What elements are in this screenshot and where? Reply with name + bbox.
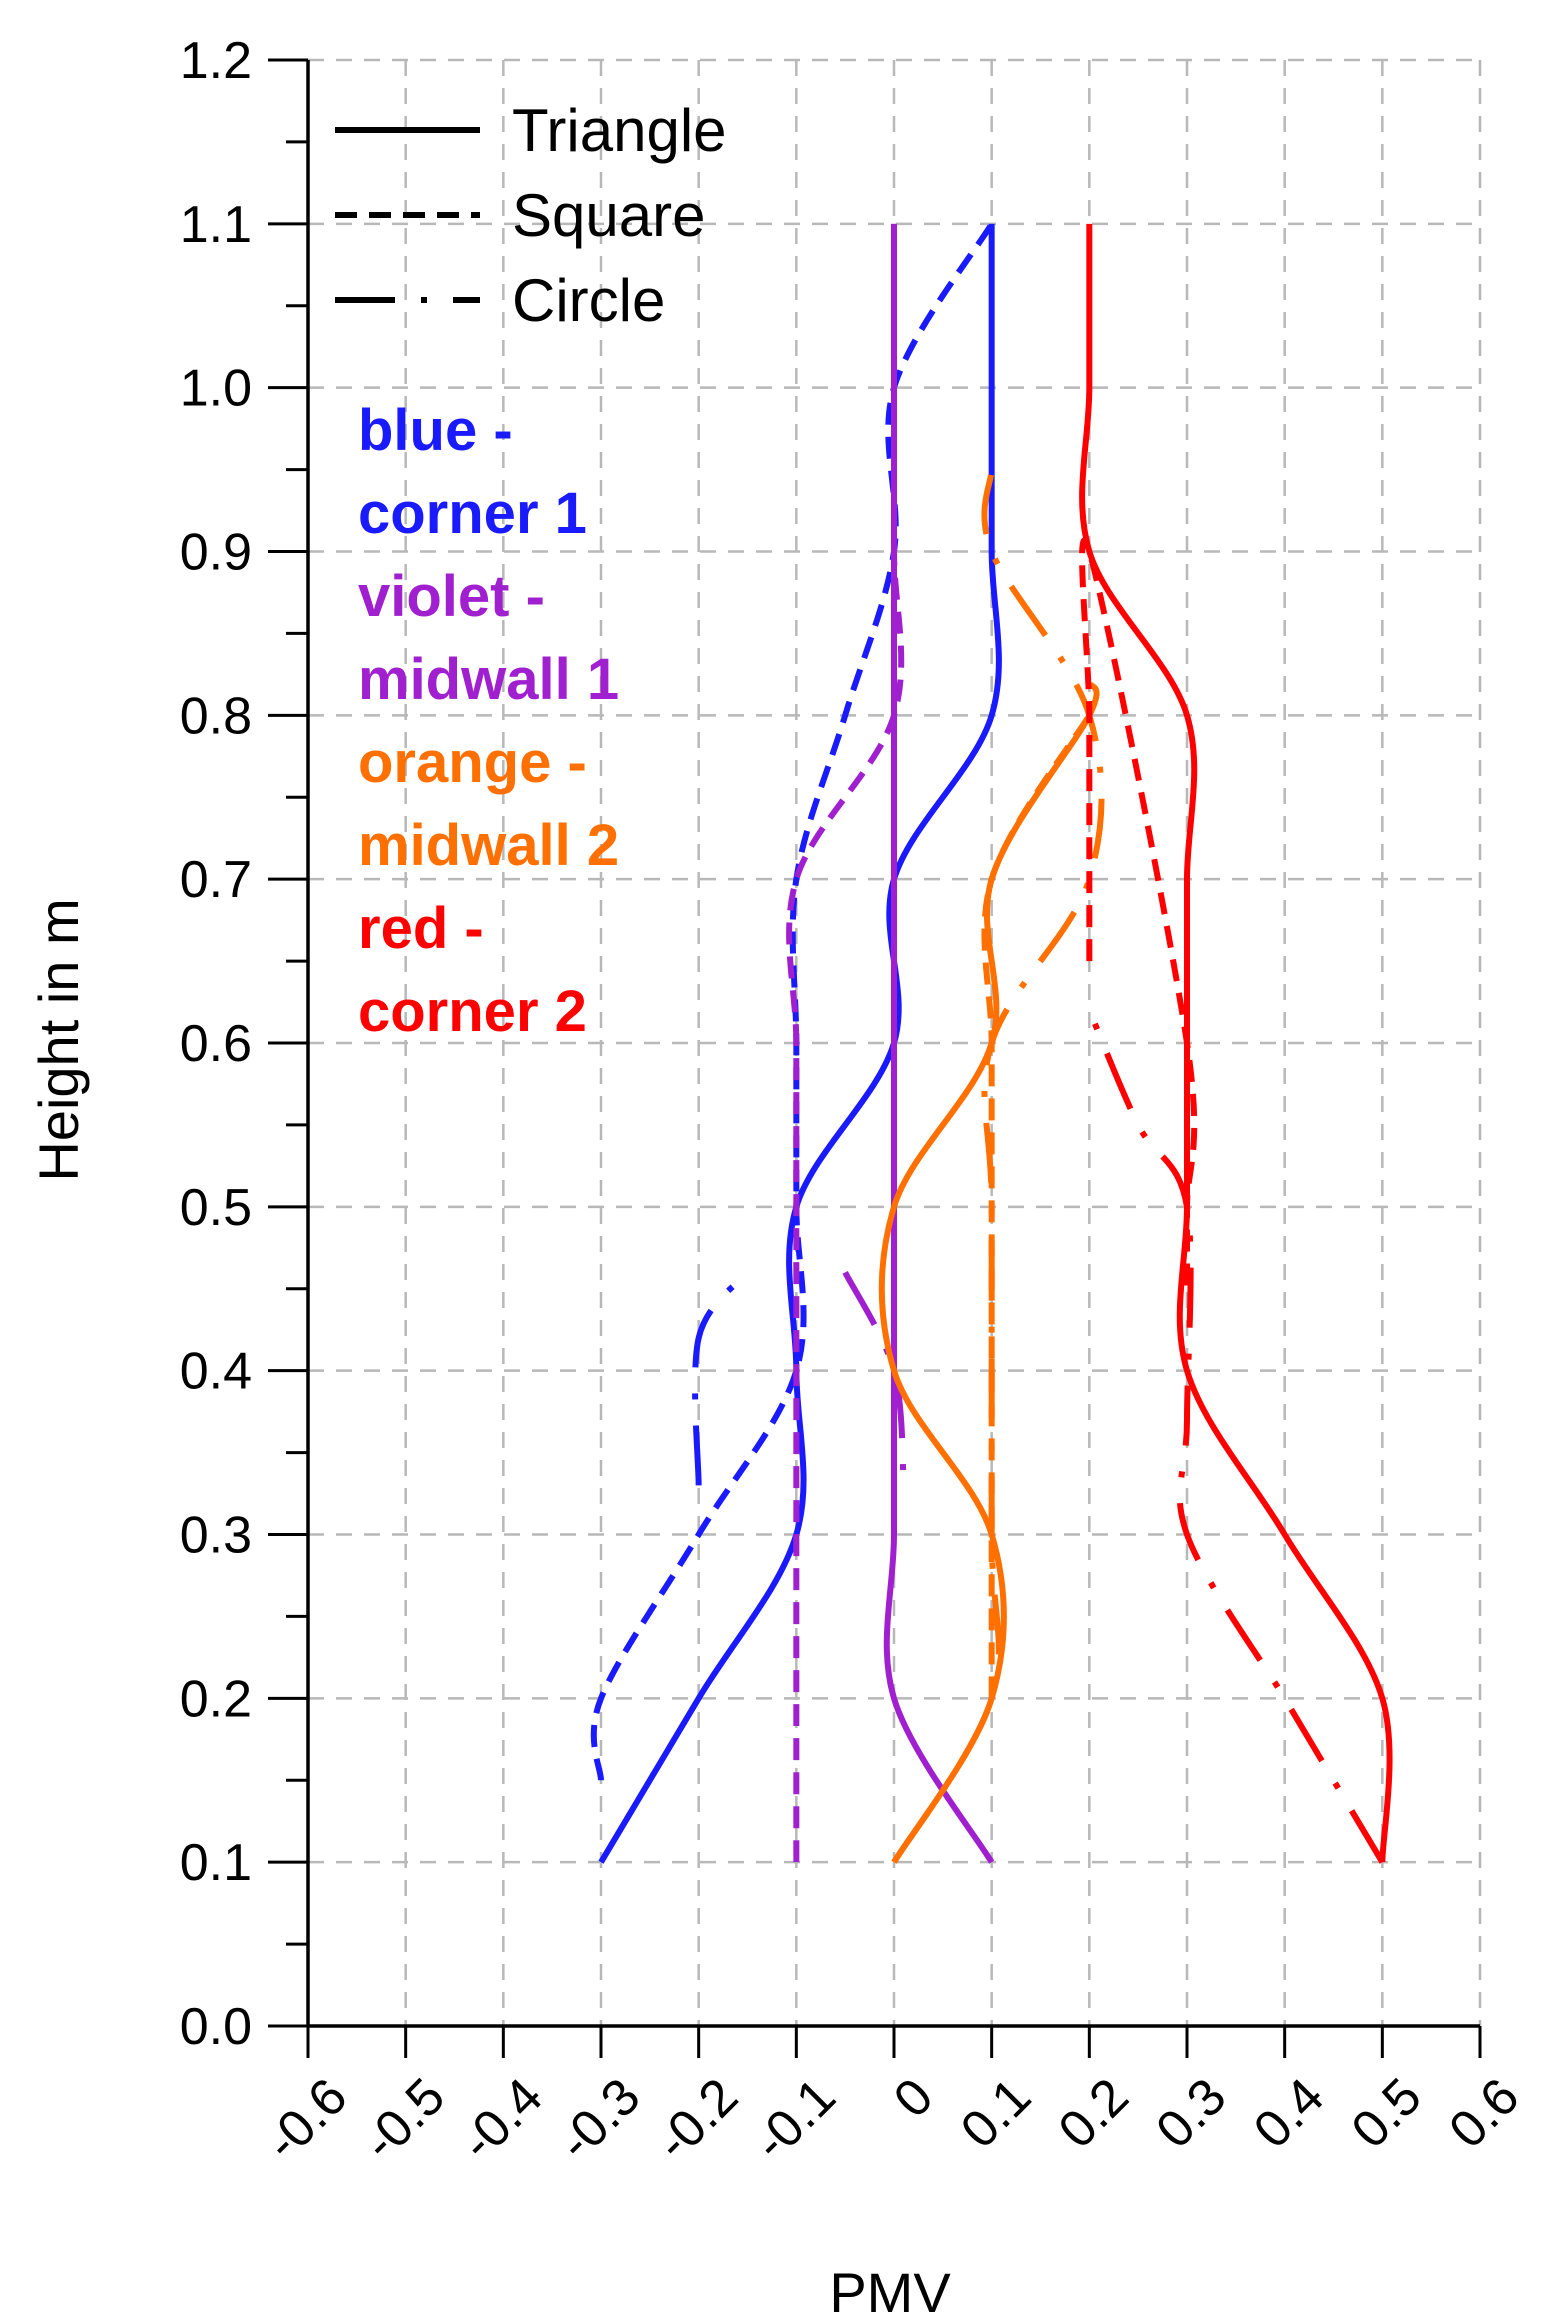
x-tick-label: -0.4 [449, 2067, 553, 2171]
series-line-10 [1079, 537, 1198, 1289]
tick-labels: -0.6-0.5-0.4-0.3-0.2-0.1 0 0.1 0.2 0.3 0.4 0.5… [180, 32, 1531, 2172]
color-note-line: midwall 2 [358, 813, 619, 878]
y-tick-label: 0.3 [180, 1507, 252, 1565]
y-tick-label: 0.6 [180, 1015, 252, 1073]
color-note-line: corner 1 [358, 481, 587, 546]
x-axis-title: PMV [829, 2261, 951, 2324]
series-line-3 [883, 223, 995, 1864]
x-tick-label: 0.3 [1145, 2067, 1237, 2159]
x-tick-label: 0.1 [950, 2067, 1042, 2159]
y-tick-label: 0.4 [180, 1343, 252, 1401]
axes [268, 58, 1482, 2058]
series-line-11 [1086, 1009, 1385, 1864]
color-note-line: orange - [358, 730, 587, 795]
y-tick-label: 0.2 [180, 1670, 252, 1728]
series-layer [590, 222, 1393, 1864]
x-tick-label: -0.2 [645, 2067, 749, 2171]
y-tick-label: 1.1 [180, 196, 252, 254]
y-tick-label: 0.9 [180, 524, 252, 582]
color-note-line: red - [358, 896, 484, 961]
color-note-line: violet - [358, 564, 545, 629]
series-line-8 [891, 469, 1105, 1864]
x-tick-label: -0.3 [547, 2067, 651, 2171]
y-tick-label: 0.0 [180, 1998, 252, 2056]
x-tick-label: -0.6 [254, 2067, 358, 2171]
color-note-line: blue - [358, 398, 513, 463]
x-tick-label: -0.5 [352, 2067, 456, 2171]
legend: Triangle Square Circle [335, 97, 727, 334]
x-tick-label: 0.4 [1243, 2067, 1335, 2159]
series-line-2 [692, 1270, 750, 1486]
x-tick-label: 0.2 [1048, 2067, 1140, 2159]
y-tick-label: 0.1 [180, 1834, 252, 1892]
x-tick-label: 0.6 [1438, 2067, 1530, 2159]
x-tick-label: 0.5 [1341, 2067, 1433, 2159]
y-tick-label: 0.8 [180, 687, 252, 745]
legend-label: Square [512, 182, 705, 249]
color-notes: blue - corner 1 violet - midwall 1 orange - m… [358, 398, 619, 1044]
x-tick-label: 0 [883, 2067, 944, 2128]
color-note-line: midwall 1 [358, 647, 619, 712]
y-tick-label: 1.2 [180, 32, 252, 90]
y-tick-label: 1.0 [180, 360, 252, 418]
color-note-line: corner 2 [358, 979, 587, 1044]
y-tick-label: 0.5 [180, 1179, 252, 1237]
legend-label: Triangle [512, 97, 727, 164]
legend-label: Circle [512, 267, 665, 334]
x-tick-label: -0.1 [742, 2067, 846, 2171]
series-line-5 [842, 1271, 907, 1486]
series-line-7 [981, 713, 1092, 1699]
y-tick-label: 0.7 [180, 851, 252, 909]
y-axis-title: Height in m [27, 898, 90, 1181]
series-line-4 [786, 223, 905, 1863]
